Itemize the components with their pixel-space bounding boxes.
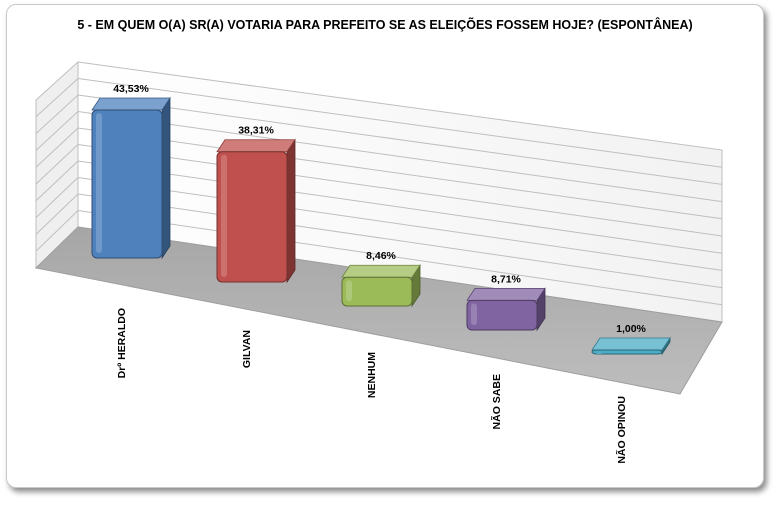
category-label: GILVAN bbox=[241, 330, 253, 368]
bar-side bbox=[287, 140, 295, 282]
category-label: NÃO SABE bbox=[490, 374, 503, 429]
bar bbox=[92, 98, 170, 258]
bar-front bbox=[92, 110, 162, 258]
bar-top bbox=[342, 265, 420, 277]
value-label: 8,71% bbox=[491, 273, 521, 285]
value-label: 1,00% bbox=[616, 323, 646, 335]
value-label: 43,53% bbox=[113, 83, 149, 95]
bar bbox=[342, 265, 420, 306]
bar-highlight bbox=[346, 280, 352, 301]
bar-front bbox=[467, 300, 537, 330]
bar-top bbox=[92, 98, 170, 110]
bar-front bbox=[342, 277, 412, 306]
bar-highlight bbox=[221, 155, 227, 277]
category-label: NÃO OPINOU bbox=[615, 396, 628, 464]
bar bbox=[592, 338, 670, 354]
bar-top bbox=[217, 140, 295, 152]
bar-top bbox=[592, 338, 670, 350]
bar-highlight bbox=[96, 113, 102, 253]
bar bbox=[217, 140, 295, 282]
bar-front bbox=[217, 152, 287, 282]
category-label: Drº HERALDO bbox=[116, 308, 128, 378]
value-label: 8,46% bbox=[366, 250, 396, 262]
bar-highlight bbox=[471, 303, 477, 325]
category-label: NENHUM bbox=[366, 352, 378, 398]
bar-highlight bbox=[596, 353, 602, 354]
bar bbox=[467, 288, 545, 330]
bar-front bbox=[592, 350, 662, 354]
value-label: 38,31% bbox=[238, 125, 274, 137]
bar-side bbox=[162, 98, 170, 258]
bar-top bbox=[467, 288, 545, 300]
